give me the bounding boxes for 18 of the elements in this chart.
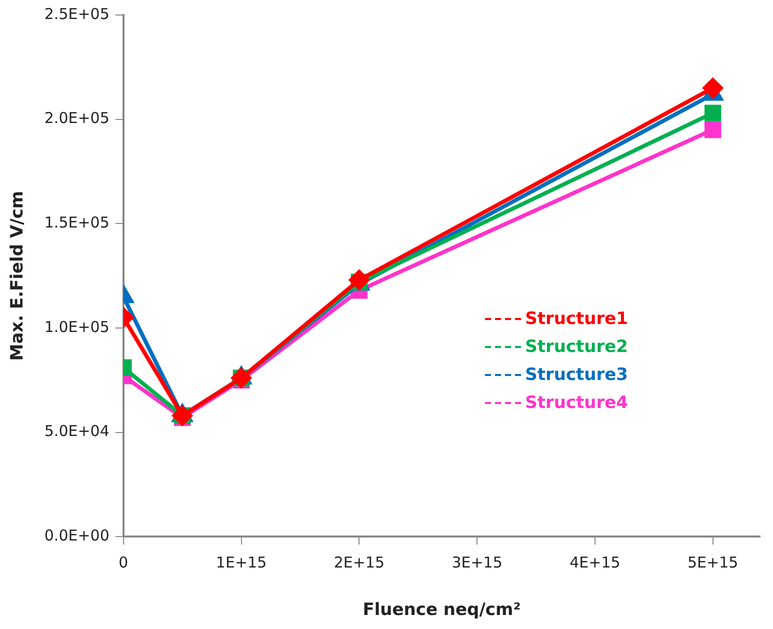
x-tick-label: 4E+15 [570,553,620,572]
legend-label: Structure3 [525,365,628,385]
y-axis-title: Max. E.Field V/cm [8,190,28,361]
y-tick-label: 5.0E+04 [44,422,110,440]
y-tick-label: 0.0E+00 [44,526,110,544]
legend-label: Structure2 [525,337,628,357]
legend-label: Structure4 [525,393,628,413]
x-tick-label: 0 [118,553,128,572]
x-tick-label: 1E+15 [216,553,267,572]
y-tick-label: 2.5E+05 [44,4,110,23]
x-tick-label: 2E+15 [334,553,385,572]
legend-label: Structure1 [525,309,628,329]
y-tick-label: 1.0E+05 [44,318,110,336]
x-tick-label: 3E+15 [452,553,502,572]
x-axis-title: Fluence neq/cm² [362,600,521,620]
y-tick-label: 1.5E+05 [44,214,110,232]
y-tick-label: 2.0E+05 [44,109,110,128]
x-tick-label: 5E+15 [688,553,738,572]
